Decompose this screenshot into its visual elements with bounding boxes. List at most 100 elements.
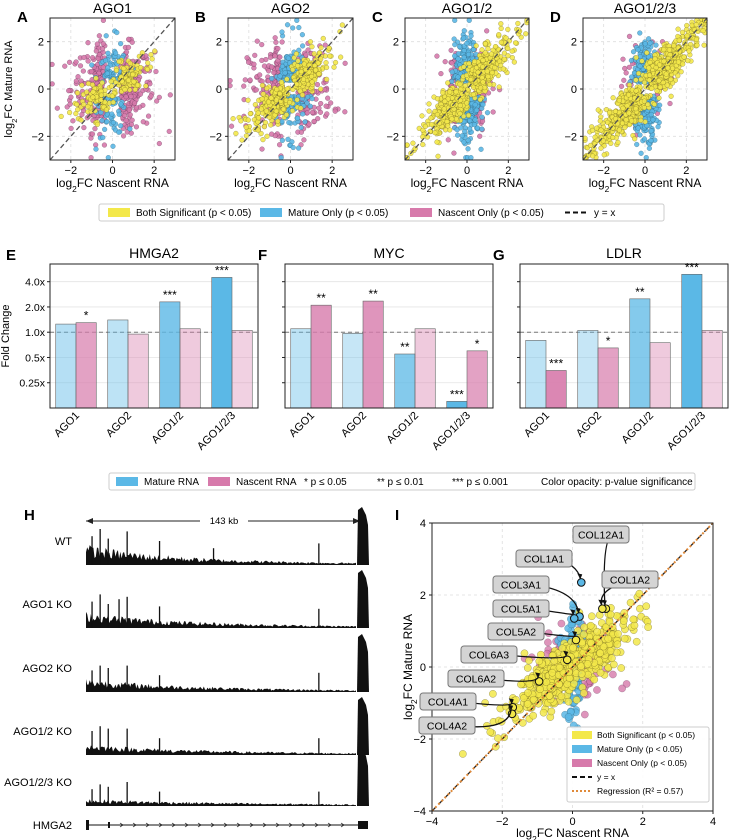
point-nascent [154, 98, 160, 104]
point-nascent [279, 39, 285, 45]
point-both [67, 109, 73, 116]
point-both [135, 82, 141, 88]
point-nascent [273, 39, 279, 45]
point-mature [461, 35, 467, 41]
point-nascent [626, 33, 633, 39]
point-mature [452, 42, 458, 48]
point-both [601, 152, 607, 158]
point-nascent [277, 54, 283, 60]
category-label: AGO1 [287, 410, 317, 440]
panel-label: I [395, 507, 399, 524]
point-nascent [126, 107, 132, 113]
point-both [641, 105, 647, 111]
point-both [588, 612, 596, 621]
y-tick-label: 0 [38, 84, 44, 96]
point-both [121, 66, 127, 72]
legend-entry: ** p ≤ 0.01 [377, 477, 424, 488]
point-both [632, 136, 638, 142]
point-both [678, 69, 684, 75]
coverage-spike [126, 782, 128, 806]
point-both [81, 101, 87, 108]
point-both [701, 42, 707, 48]
point-both [515, 20, 521, 27]
point-both [473, 43, 479, 49]
point-mature [472, 117, 478, 123]
point-both [616, 127, 622, 133]
point-both [468, 76, 474, 83]
point-both [653, 65, 659, 71]
point-both [85, 103, 91, 110]
point-nascent [100, 17, 106, 23]
point-nascent [128, 93, 134, 100]
point-nascent [156, 140, 162, 147]
point-both [434, 112, 440, 118]
point-both [426, 108, 432, 114]
point-both [116, 58, 122, 65]
point-both [255, 110, 261, 116]
point-both [668, 93, 674, 99]
point-both [260, 91, 266, 97]
point-nascent [253, 87, 259, 93]
point-nascent [167, 92, 173, 98]
point-both [243, 124, 249, 130]
point-nascent [272, 53, 278, 59]
x-tick-label: 2 [151, 165, 157, 177]
point-mature [89, 62, 95, 68]
x-tick-label: −2 [243, 165, 256, 177]
point-both [259, 96, 265, 102]
bar-nascent [649, 342, 671, 409]
point-mature [307, 103, 313, 109]
point-both [103, 107, 110, 113]
point-both [633, 77, 639, 83]
track-label: AGO2 KO [22, 663, 72, 675]
point-both [661, 47, 667, 53]
point-nascent [92, 126, 98, 132]
legend-swatch [410, 208, 432, 217]
point-both [274, 86, 280, 93]
point-both [263, 108, 269, 114]
point-both [309, 44, 315, 50]
point-both [636, 70, 642, 76]
point-both [681, 54, 687, 60]
y-tick-label: 2 [216, 37, 222, 49]
point-both [422, 123, 428, 129]
point-both [496, 32, 502, 38]
point-both [444, 118, 450, 125]
point-both [480, 57, 486, 63]
point-nascent [96, 52, 103, 58]
point-nascent [298, 129, 304, 135]
point-both [74, 101, 80, 107]
coverage-spike [158, 541, 161, 565]
y-tick-label: 2.0x [25, 302, 46, 314]
panel-title: AGO2 [271, 0, 310, 16]
point-both [485, 74, 491, 80]
point-both [434, 139, 440, 145]
point-both [484, 68, 490, 74]
point-both [78, 117, 84, 123]
point-nascent [62, 63, 68, 69]
point-nascent [593, 686, 601, 694]
point-nascent [66, 88, 72, 94]
point-both [255, 127, 261, 133]
coverage-spike [158, 738, 161, 755]
point-mature [648, 128, 654, 134]
point-nascent [267, 54, 274, 60]
point-mature [294, 17, 300, 23]
panel-label: E [6, 247, 16, 264]
point-nascent [132, 100, 138, 106]
point-nascent [272, 35, 278, 41]
bar-panel-HMGA2: *AGO1 AGO2***AGO1/2***AGO1/2/30.25x0.5x1.… [6, 245, 259, 453]
coverage-spike [158, 606, 161, 628]
point-mature [455, 132, 461, 138]
point-mature [93, 146, 99, 152]
point-mature [279, 63, 286, 69]
point-mature [113, 50, 119, 56]
scale-arrow-left [86, 518, 93, 524]
point-both [301, 61, 307, 67]
point-both [693, 22, 699, 28]
point-nascent [126, 36, 132, 42]
point-nascent [328, 100, 334, 106]
legend-entry: Nascent Only (p < 0.05) [438, 208, 544, 219]
point-both [472, 58, 478, 65]
